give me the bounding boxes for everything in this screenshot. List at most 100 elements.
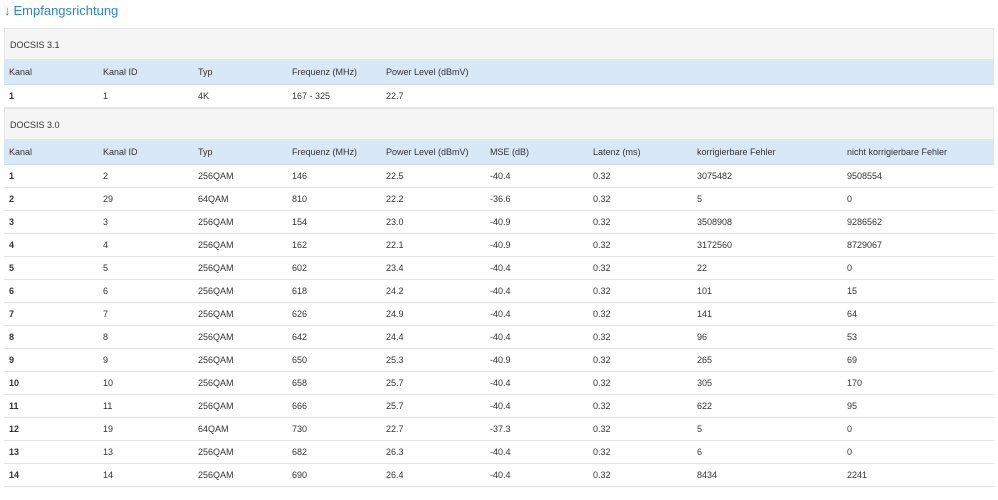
cell-frequenz: 618 xyxy=(292,286,308,296)
col-header-korrigierbare-fehler: korrigierbare Fehler xyxy=(697,147,776,157)
cell-frequenz: 682 xyxy=(292,447,308,457)
cell-kanal: 6 xyxy=(9,286,15,296)
cell-power-level: 26.3 xyxy=(386,447,404,457)
cell-kanal: 11 xyxy=(9,401,19,411)
cell-kanal: 2 xyxy=(9,194,15,204)
cell-nicht-korrigierbare-fehler: 15 xyxy=(847,286,858,296)
cell-kanal-id: 29 xyxy=(103,194,114,204)
cell-power-level: 23.0 xyxy=(386,217,404,227)
cell-kanal: 1 xyxy=(9,171,15,181)
cell-kanal: 3 xyxy=(9,217,15,227)
cell-korrigierbare-fehler: 8434 xyxy=(697,470,718,480)
cell-frequenz: 730 xyxy=(292,424,308,434)
cell-kanal-id: 8 xyxy=(103,332,109,342)
docsis30-section-header: DOCSIS 3.0 xyxy=(4,108,994,140)
cell-nicht-korrigierbare-fehler: 69 xyxy=(847,355,858,365)
table-row: 11 11 256QAM 666 25.7 -40.4 0.32 622 95 xyxy=(4,395,994,418)
cell-kanal: 4 xyxy=(9,240,15,250)
cell-frequenz: 810 xyxy=(292,194,308,204)
cell-latenz: 0.32 xyxy=(593,378,611,388)
cell-power-level: 24.2 xyxy=(386,286,404,296)
cell-nicht-korrigierbare-fehler: 2241 xyxy=(847,470,868,480)
cell-frequenz: 154 xyxy=(292,217,308,227)
cell-typ: 256QAM xyxy=(198,378,234,388)
docsis31-header-row: Kanal Kanal ID Typ Frequenz (MHz) Power … xyxy=(4,60,994,85)
cell-kanal-id: 1 xyxy=(103,91,109,101)
cell-kanal-id: 19 xyxy=(103,424,114,434)
section-heading[interactable]: ↓ Empfangsrichtung xyxy=(0,0,998,26)
table-row: 13 13 256QAM 682 26.3 -40.4 0.32 6 0 xyxy=(4,441,994,464)
col-header-frequenz: Frequenz (MHz) xyxy=(292,67,358,77)
cell-power-level: 25.7 xyxy=(386,401,404,411)
cell-frequenz: 167 - 325 xyxy=(292,91,331,101)
cell-kanal-id: 11 xyxy=(103,401,113,411)
cell-nicht-korrigierbare-fehler: 0 xyxy=(847,447,853,457)
col-header-frequenz: Frequenz (MHz) xyxy=(292,147,358,157)
cell-typ: 256QAM xyxy=(198,332,234,342)
docsis30-rows: 1 2 256QAM 146 22.5 -40.4 0.32 3075482 9508554 2 2… xyxy=(4,165,994,487)
cell-korrigierbare-fehler: 101 xyxy=(697,286,713,296)
cell-korrigierbare-fehler: 622 xyxy=(697,401,713,411)
cell-mse: -40.4 xyxy=(490,447,511,457)
table-row: 4 4 256QAM 162 22.1 -40.9 0.32 3172560 8729067 xyxy=(4,234,994,257)
col-header-nicht-korrigierbare-fehler: nicht korrigierbare Fehler xyxy=(847,147,948,157)
cell-typ: 256QAM xyxy=(198,470,234,480)
cell-power-level: 22.2 xyxy=(386,194,404,204)
cell-typ: 256QAM xyxy=(198,171,234,181)
cell-latenz: 0.32 xyxy=(593,424,611,434)
downstream-table: DOCSIS 3.1 Kanal Kanal ID Typ Frequenz (… xyxy=(4,28,994,487)
cell-frequenz: 626 xyxy=(292,309,308,319)
cell-power-level: 24.4 xyxy=(386,332,404,342)
cell-korrigierbare-fehler: 265 xyxy=(697,355,713,365)
section-heading-label: Empfangsrichtung xyxy=(13,3,119,18)
cell-mse: -37.3 xyxy=(490,424,511,434)
table-row: 2 29 64QAM 810 22.2 -36.6 0.32 5 0 xyxy=(4,188,994,211)
cell-mse: -40.9 xyxy=(490,217,511,227)
cell-kanal-id: 13 xyxy=(103,447,114,457)
cell-korrigierbare-fehler: 3075482 xyxy=(697,171,733,181)
col-header-kanal: Kanal xyxy=(9,147,33,157)
cell-power-level: 23.4 xyxy=(386,263,404,273)
cell-nicht-korrigierbare-fehler: 9508554 xyxy=(847,171,883,181)
cell-mse: -40.4 xyxy=(490,332,511,342)
cell-power-level: 26.4 xyxy=(386,470,404,480)
cell-kanal-id: 6 xyxy=(103,286,109,296)
docsis30-header-row: Kanal Kanal ID Typ Frequenz (MHz) Power … xyxy=(4,140,994,165)
cell-korrigierbare-fehler: 305 xyxy=(697,378,713,388)
col-header-power-level: Power Level (dBmV) xyxy=(386,147,469,157)
table-row: 9 9 256QAM 650 25.3 -40.9 0.32 265 69 xyxy=(4,349,994,372)
cell-typ: 256QAM xyxy=(198,447,234,457)
cell-typ: 64QAM xyxy=(198,194,229,204)
cell-latenz: 0.32 xyxy=(593,401,611,411)
cell-typ: 256QAM xyxy=(198,309,234,319)
cell-latenz: 0.32 xyxy=(593,263,611,273)
table-row: 7 7 256QAM 626 24.9 -40.4 0.32 141 64 xyxy=(4,303,994,326)
cell-kanal: 5 xyxy=(9,263,15,273)
cell-typ: 256QAM xyxy=(198,286,234,296)
cell-kanal: 12 xyxy=(9,424,20,434)
cell-power-level: 25.3 xyxy=(386,355,404,365)
col-header-kanal-id: Kanal ID xyxy=(103,147,138,157)
cell-latenz: 0.32 xyxy=(593,240,611,250)
cell-latenz: 0.32 xyxy=(593,194,611,204)
cell-korrigierbare-fehler: 3172560 xyxy=(697,240,733,250)
cell-kanal: 1 xyxy=(9,91,15,101)
cell-mse: -40.4 xyxy=(490,470,511,480)
col-header-typ: Typ xyxy=(198,67,213,77)
cell-kanal: 7 xyxy=(9,309,15,319)
cell-typ: 256QAM xyxy=(198,217,234,227)
cell-kanal-id: 7 xyxy=(103,309,109,319)
cell-kanal-id: 2 xyxy=(103,171,109,181)
cell-power-level: 24.9 xyxy=(386,309,404,319)
table-row: 8 8 256QAM 642 24.4 -40.4 0.32 96 53 xyxy=(4,326,994,349)
cell-nicht-korrigierbare-fehler: 95 xyxy=(847,401,858,411)
cell-latenz: 0.32 xyxy=(593,470,611,480)
cell-korrigierbare-fehler: 141 xyxy=(697,309,713,319)
cell-power-level: 25.7 xyxy=(386,378,404,388)
col-header-power-level: Power Level (dBmV) xyxy=(386,67,469,77)
cell-mse: -40.4 xyxy=(490,401,511,411)
cell-kanal-id: 5 xyxy=(103,263,109,273)
cell-power-level: 22.1 xyxy=(386,240,404,250)
cell-frequenz: 602 xyxy=(292,263,308,273)
cell-power-level: 22.5 xyxy=(386,171,404,181)
